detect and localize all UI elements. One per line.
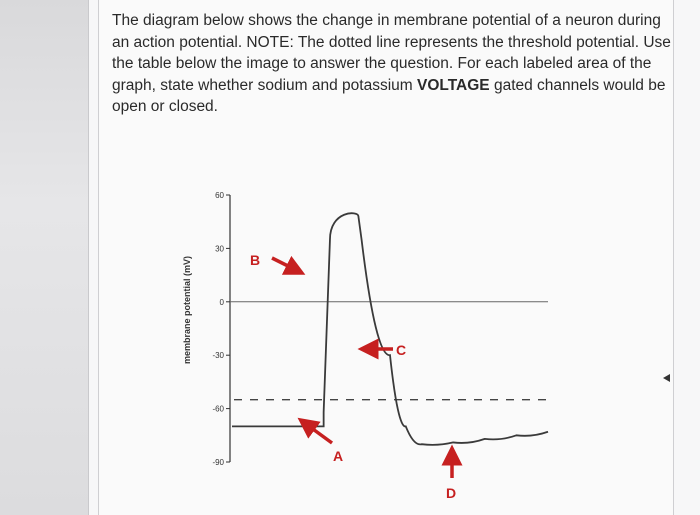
y-tick-label: 30 xyxy=(215,244,224,253)
y-tick-label: -90 xyxy=(212,458,224,467)
y-ticks: 60 30 0 -30 -60 -90 xyxy=(212,191,230,467)
marker-a-arrow xyxy=(297,417,334,445)
question-text-part2: gated channels would be open or closed. xyxy=(112,76,666,116)
marker-b-arrow xyxy=(271,255,306,275)
y-tick-label: 60 xyxy=(215,191,224,200)
marker-d: D xyxy=(441,444,463,501)
marker-c-label: C xyxy=(396,342,406,358)
y-tick-label: -60 xyxy=(212,405,224,414)
y-tick-label: -30 xyxy=(212,351,224,360)
marker-b-label: B xyxy=(250,252,260,268)
mouse-cursor-icon xyxy=(663,374,670,382)
marker-a-label: A xyxy=(333,448,343,464)
membrane-potential-trace xyxy=(232,212,549,446)
question-text: The diagram below shows the change in me… xyxy=(112,10,672,118)
question-text-part1: The diagram below shows the change in me… xyxy=(112,12,671,94)
marker-a: A xyxy=(297,417,343,464)
y-tick-label: 0 xyxy=(220,298,225,307)
marker-b: B xyxy=(250,252,306,275)
marker-c: C xyxy=(357,338,406,360)
marker-d-label: D xyxy=(446,485,456,501)
question-text-emphasis: VOLTAGE xyxy=(417,76,490,94)
y-axis-label: membrane potential (mV) xyxy=(182,256,192,364)
question-card xyxy=(98,0,674,515)
